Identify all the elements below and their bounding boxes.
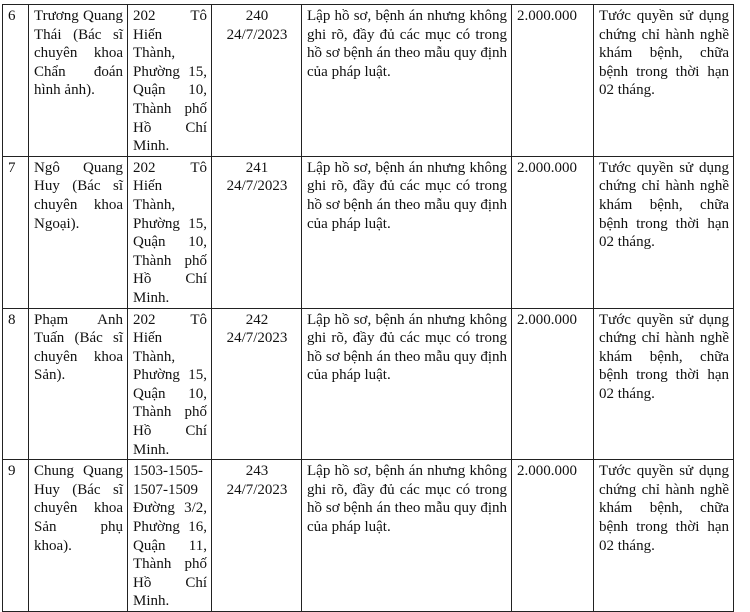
violation-text: Lập hồ sơ, bệnh án nhưng không ghi rõ, đ…: [307, 311, 507, 384]
violations-table: 6 Trương Quang Thái (Bác sĩ chuyên khoa …: [2, 4, 734, 612]
fine-amount: 2.000.000: [511, 155, 594, 309]
name-text: Trương Quang Thái (Bác sĩ chuyên khoa Ch…: [34, 8, 123, 99]
name-text: Chung Quang Huy (Bác sĩ chuyên khoa Sản …: [34, 463, 123, 554]
person-name: Chung Quang Huy (Bác sĩ chuyên khoa Sản …: [28, 459, 128, 612]
decision-date: 24/7/2023: [226, 330, 288, 347]
fine-amount: 2.000.000: [511, 459, 594, 612]
decision-number: 242: [245, 311, 269, 328]
address-text: 1503-1505-1507-1509 Đường 3/2, Phường 16…: [133, 463, 207, 610]
decision-date: 24/7/2023: [226, 26, 288, 43]
address-text: 202 Tô Hiến Thành, Phường 15, Quận 10, T…: [133, 8, 207, 155]
penalty: Tước quyền sử dụng chứng chỉ hành nghề k…: [593, 4, 734, 157]
penalty-text: Tước quyền sử dụng chứng chỉ hành nghề k…: [599, 311, 729, 402]
penalty-text: Tước quyền sử dụng chứng chỉ hành nghề k…: [599, 463, 729, 554]
violation: Lập hồ sơ, bệnh án nhưng không ghi rõ, đ…: [301, 459, 512, 612]
decision: 241 24/7/2023: [211, 155, 302, 309]
address: 202 Tô Hiến Thành, Phường 15, Quận 10, T…: [127, 4, 212, 157]
table-row: 9 Chung Quang Huy (Bác sĩ chuyên khoa Sả…: [2, 459, 734, 612]
decision-date: 24/7/2023: [226, 178, 288, 195]
penalty: Tước quyền sử dụng chứng chỉ hành nghề k…: [593, 155, 734, 309]
address: 1503-1505-1507-1509 Đường 3/2, Phường 16…: [127, 459, 212, 612]
violation-text: Lập hồ sơ, bệnh án nhưng không ghi rõ, đ…: [307, 159, 507, 232]
fine-amount: 2.000.000: [511, 307, 594, 461]
no-text: 9: [8, 463, 16, 480]
person-name: Trương Quang Thái (Bác sĩ chuyên khoa Ch…: [28, 4, 128, 157]
table-row: 7 Ngô Quang Huy (Bác sĩ chuyên khoa Ngoạ…: [2, 155, 734, 309]
address-text: 202 Tô Hiến Thành, Phường 15, Quận 10, T…: [133, 311, 207, 458]
penalty-text: Tước quyền sử dụng chứng chỉ hành nghề k…: [599, 159, 729, 251]
no-text: 7: [8, 159, 16, 176]
fine-text: 2.000.000: [517, 8, 577, 24]
decision-number: 241: [245, 159, 269, 176]
penalty: Tước quyền sử dụng chứng chỉ hành nghề k…: [593, 307, 734, 461]
person-name: Phạm Anh Tuấn (Bác sĩ chuyên khoa Sản).: [28, 307, 128, 461]
penalty: Tước quyền sử dụng chứng chỉ hành nghề k…: [593, 459, 734, 612]
row-number: 7: [2, 155, 29, 309]
decision-date: 24/7/2023: [226, 481, 288, 498]
table-row: 6 Trương Quang Thái (Bác sĩ chuyên khoa …: [2, 4, 734, 157]
table-row: 8 Phạm Anh Tuấn (Bác sĩ chuyên khoa Sản)…: [2, 307, 734, 461]
fine-amount: 2.000.000: [511, 4, 594, 157]
fine-text: 2.000.000: [517, 159, 577, 176]
address: 202 Tô Hiến Thành, Phường 15, Quận 10, T…: [127, 307, 212, 461]
address-text: 202 Tô Hiến Thành, Phường 15, Quận 10, T…: [133, 159, 207, 306]
row-number: 6: [2, 4, 29, 157]
decision-number: 240: [245, 8, 269, 24]
violation: Lập hồ sơ, bệnh án nhưng không ghi rõ, đ…: [301, 155, 512, 309]
no-text: 8: [8, 311, 16, 328]
decision: 243 24/7/2023: [211, 459, 302, 612]
violation: Lập hồ sơ, bệnh án nhưng không ghi rõ, đ…: [301, 4, 512, 157]
fine-text: 2.000.000: [517, 463, 577, 480]
decision-number: 243: [245, 463, 269, 480]
person-name: Ngô Quang Huy (Bác sĩ chuyên khoa Ngoại)…: [28, 155, 128, 309]
decision: 242 24/7/2023: [211, 307, 302, 461]
name-text: Phạm Anh Tuấn (Bác sĩ chuyên khoa Sản).: [34, 311, 123, 384]
violation-text: Lập hồ sơ, bệnh án nhưng không ghi rõ, đ…: [307, 463, 507, 536]
fine-text: 2.000.000: [517, 311, 577, 328]
row-number: 8: [2, 307, 29, 461]
penalty-text: Tước quyền sử dụng chứng chỉ hành nghề k…: [599, 8, 729, 99]
violation-text: Lập hồ sơ, bệnh án nhưng không ghi rõ, đ…: [307, 8, 507, 80]
no-text: 6: [8, 8, 16, 24]
name-text: Ngô Quang Huy (Bác sĩ chuyên khoa Ngoại)…: [34, 159, 123, 232]
decision: 240 24/7/2023: [211, 4, 302, 157]
row-number: 9: [2, 459, 29, 612]
address: 202 Tô Hiến Thành, Phường 15, Quận 10, T…: [127, 155, 212, 309]
violation: Lập hồ sơ, bệnh án nhưng không ghi rõ, đ…: [301, 307, 512, 461]
